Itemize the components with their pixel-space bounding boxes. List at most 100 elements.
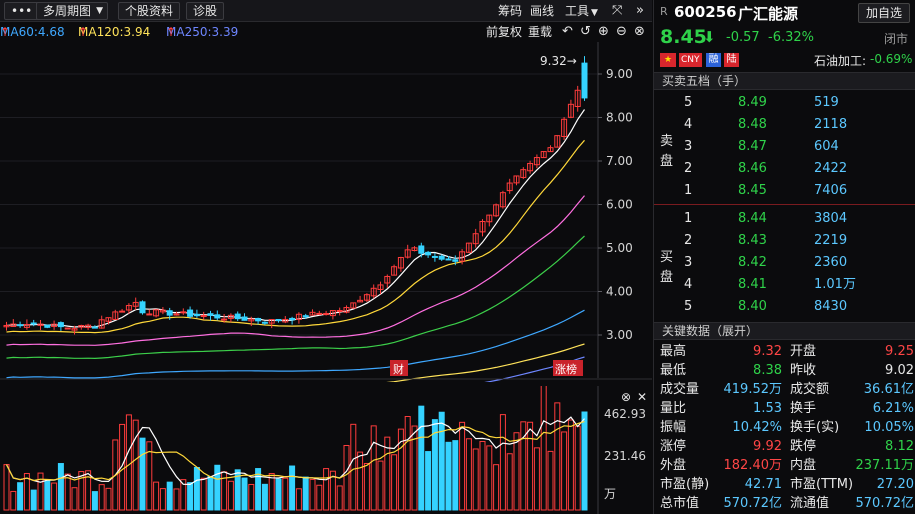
cny-tag: CNY <box>679 53 702 67</box>
key-data-label: 市盈(TTM) <box>790 477 854 492</box>
volume-bar <box>227 480 234 511</box>
candlestick-chart[interactable]: 9.00 8.00 7.00 6.00 5.00 4.00 3.00 9.32→ 财 涨榜 <box>0 42 652 382</box>
candle-body <box>350 302 357 309</box>
bid-label-1: 买 <box>660 250 674 265</box>
price-tick-label: 9.00 <box>606 67 633 81</box>
volume-bar <box>166 481 173 511</box>
overlay-button[interactable]: 重载 <box>528 25 553 39</box>
ma-line <box>6 309 585 379</box>
close-indicator-icon[interactable]: ⊗ <box>634 24 645 39</box>
volume-bar <box>125 414 132 511</box>
candle-body <box>540 151 547 159</box>
candle-body <box>357 299 364 303</box>
key-data-label: 成交额 <box>790 382 830 397</box>
key-data-row: 最高 9.32 开盘 9.25 <box>654 342 915 361</box>
candle-body <box>323 313 330 316</box>
expand-icon[interactable]: ⤧ <box>612 3 623 18</box>
candle-body <box>139 301 146 314</box>
candle-body <box>452 259 459 262</box>
collapse-panel-icon[interactable]: » <box>636 3 644 18</box>
volume-bar <box>275 478 282 511</box>
more-menu-button[interactable]: ••• <box>4 2 40 20</box>
volume-bar <box>377 460 384 511</box>
last-price: 8.45 <box>660 26 707 48</box>
volume-bar <box>289 465 296 511</box>
ma-legend: MA60:4.68 ↑ MA120:3.94 ↑ MA250:3.39 ↑ 前复权 重… <box>0 22 652 42</box>
bid-row[interactable]: 1 8.44 3804 <box>678 208 914 230</box>
key-data-label: 换手 <box>790 401 817 416</box>
key-data-header[interactable]: 关键数据（展开） <box>654 322 915 340</box>
chips-button[interactable]: 筹码 <box>498 4 523 18</box>
bid-volume: 8430 <box>814 299 848 314</box>
draw-line-button[interactable]: 画线 <box>530 4 555 18</box>
limit-up-badge-label: 涨榜 <box>555 362 577 376</box>
orderbook-header[interactable]: 买卖五档（手） <box>654 72 915 90</box>
ask-row[interactable]: 4 8.48 2118 <box>678 114 914 136</box>
key-data-label: 涨停 <box>660 439 687 454</box>
zoom-in-icon[interactable]: ⊕ <box>598 24 609 39</box>
candle-body <box>180 311 187 314</box>
key-data-value: 237.11万 <box>855 458 915 473</box>
candle-body <box>445 258 452 261</box>
ask-row[interactable]: 5 8.49 519 <box>678 92 914 114</box>
ask-row[interactable]: 2 8.46 2422 <box>678 158 914 180</box>
tools-menu-button[interactable]: 工具 ▼ <box>565 3 598 21</box>
sector-name[interactable]: 石油加工: <box>814 54 867 68</box>
candle-body <box>329 310 336 317</box>
close-indicator-icon[interactable]: ⊗ <box>621 390 631 404</box>
bid-row[interactable]: 5 8.40 8430 <box>678 296 914 318</box>
candle-body <box>30 322 37 325</box>
candle-body <box>425 251 432 256</box>
candle-body <box>282 318 289 323</box>
multi-period-label: 多周期图 <box>43 4 92 18</box>
financial-report-badge-label: 财 <box>393 362 404 376</box>
volume-bar <box>57 463 64 511</box>
undo-icon[interactable]: ↺ <box>580 24 591 39</box>
multi-period-button[interactable]: 多周期图 ▼ <box>36 2 109 20</box>
key-data-value: 1.53 <box>753 401 782 416</box>
volume-bar <box>85 470 92 511</box>
ask-row[interactable]: 3 8.47 604 <box>678 136 914 158</box>
caret-down-icon: ▼ <box>96 6 104 16</box>
bid-volume: 3804 <box>814 211 848 226</box>
diagnose-button[interactable]: 诊股 <box>186 2 225 20</box>
volume-bar <box>506 453 513 511</box>
orderbook-divider <box>654 204 915 208</box>
volume-chart[interactable]: 462.93 231.46 万 ⊗ ✕ <box>0 386 652 514</box>
ask-row[interactable]: 1 8.45 7406 <box>678 180 914 202</box>
key-data-row: 市盈(静) 42.71 市盈(TTM) 27.20 <box>654 475 915 494</box>
candle-body <box>289 317 296 321</box>
volume-tick-max: 462.93 <box>604 407 646 421</box>
key-data-value: 36.61亿 <box>863 382 914 397</box>
key-data-value: 27.20 <box>876 477 914 492</box>
stock-info-button[interactable]: 个股资料 <box>118 2 181 20</box>
bid-row[interactable]: 2 8.43 2219 <box>678 230 914 252</box>
candle-body <box>533 157 540 166</box>
volume-bar <box>350 423 357 511</box>
candle-body <box>146 313 153 316</box>
candle-body <box>554 135 561 148</box>
back-icon[interactable]: ↶ <box>562 24 573 39</box>
adjust-mode-button[interactable]: 前复权 <box>486 25 523 39</box>
candle-body <box>255 317 262 322</box>
limit-up-badge[interactable] <box>553 360 583 376</box>
bid-row[interactable]: 3 8.42 2360 <box>678 252 914 274</box>
candle-body <box>44 324 51 328</box>
candle-body <box>221 318 228 321</box>
volume-bar <box>370 425 377 511</box>
zoom-out-icon[interactable]: ⊖ <box>616 24 627 39</box>
financial-report-badge[interactable] <box>390 360 408 376</box>
key-data-row: 振幅 10.42% 换手(实) 10.05% <box>654 418 915 437</box>
candle-body <box>499 192 506 208</box>
volume-bar <box>159 488 166 511</box>
bid-volume: 1.01万 <box>814 277 856 292</box>
market-tag: R <box>660 5 668 18</box>
bid-row[interactable]: 4 8.41 1.01万 <box>678 274 914 296</box>
candle-body <box>3 324 10 328</box>
volume-bar <box>343 445 350 511</box>
add-watchlist-button[interactable]: 加自选 <box>858 3 910 23</box>
volume-bar <box>329 470 336 511</box>
key-data-value: 570.72亿 <box>855 496 915 511</box>
up-arrow-icon: ↑ <box>166 25 177 39</box>
close-icon[interactable]: ✕ <box>637 390 647 404</box>
